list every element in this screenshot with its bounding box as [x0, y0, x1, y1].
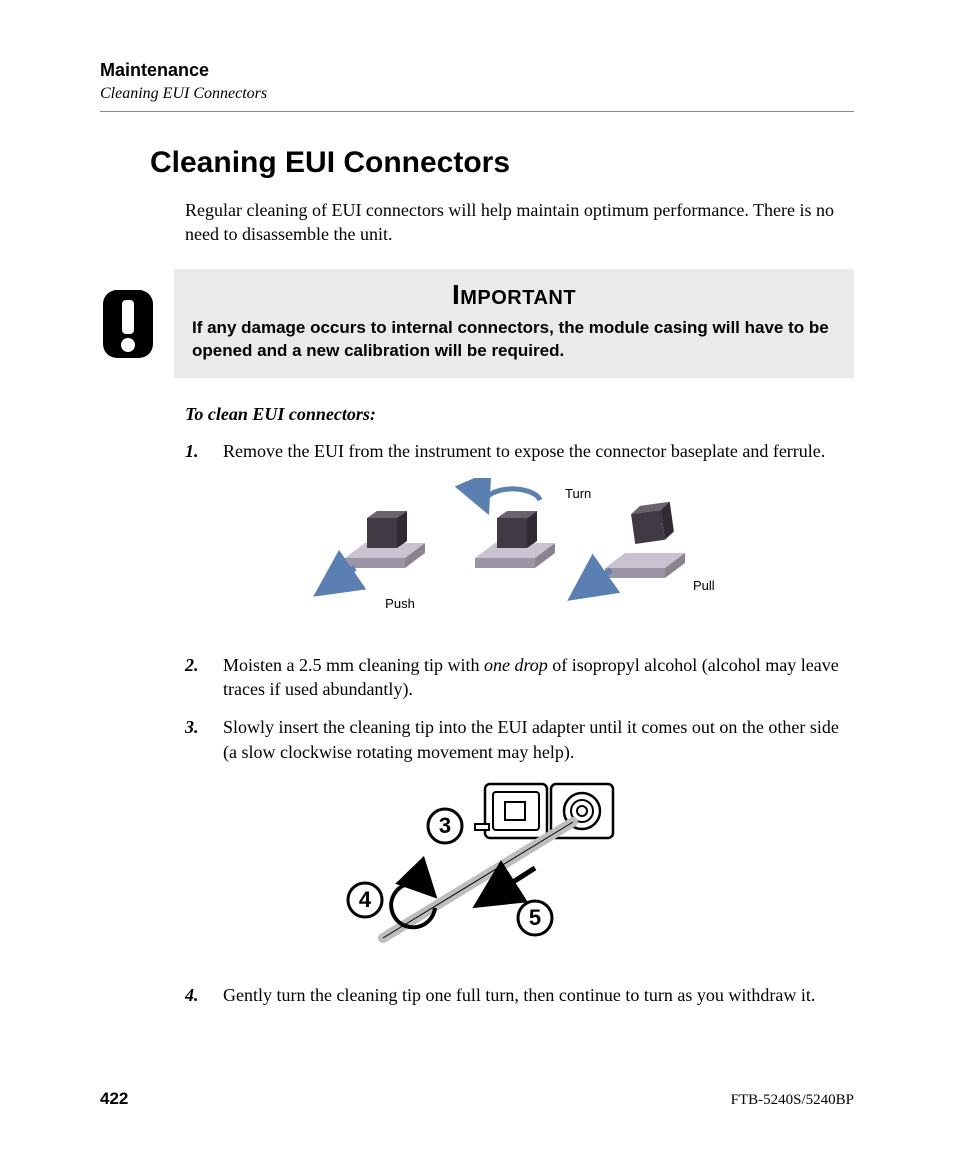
step-marker-5: 5 [529, 905, 541, 930]
step-number: 4. [185, 983, 207, 1007]
step-number: 1. [185, 439, 207, 463]
page-header: Maintenance Cleaning EUI Connectors [100, 60, 854, 112]
label-turn: Turn [565, 486, 591, 501]
page-number: 422 [100, 1089, 128, 1109]
procedure-title: To clean EUI connectors: [185, 404, 854, 425]
intro-paragraph: Regular cleaning of EUI connectors will … [185, 198, 844, 247]
figure-cleaning-tip: 3 4 5 [335, 778, 844, 963]
step-text: Slowly insert the cleaning tip into the … [223, 715, 844, 764]
page-footer: 422 FTB-5240S/5240BP [100, 1089, 854, 1109]
callout-body: If any damage occurs to internal connect… [192, 317, 836, 363]
label-push: Push [385, 596, 415, 611]
step-text: Gently turn the cleaning tip one full tu… [223, 983, 844, 1007]
figure-push-turn-pull: Push Turn [305, 478, 844, 633]
label-pull: Pull [693, 578, 715, 593]
step-marker-3: 3 [439, 813, 451, 838]
header-rule [100, 111, 854, 112]
step-text-emphasis: one drop [484, 655, 548, 675]
step-1: 1. Remove the EUI from the instrument to… [185, 439, 844, 463]
step-4: 4. Gently turn the cleaning tip one full… [185, 983, 844, 1007]
step-number: 2. [185, 653, 207, 702]
step-marker-4: 4 [359, 887, 372, 912]
main-heading: Cleaning EUI Connectors [150, 146, 854, 180]
step-number: 3. [185, 715, 207, 764]
step-text: Moisten a 2.5 mm cleaning tip with one d… [223, 653, 844, 702]
important-callout: Important If any damage occurs to intern… [100, 269, 854, 379]
step-3: 3. Slowly insert the cleaning tip into t… [185, 715, 844, 764]
callout-box: Important If any damage occurs to intern… [174, 269, 854, 379]
step-text: Remove the EUI from the instrument to ex… [223, 439, 844, 463]
steps-list: 1. Remove the EUI from the instrument to… [185, 439, 844, 1007]
exclamation-icon [100, 269, 156, 379]
callout-title: Important [192, 279, 836, 311]
document-id: FTB-5240S/5240BP [731, 1092, 854, 1109]
step-2: 2. Moisten a 2.5 mm cleaning tip with on… [185, 653, 844, 702]
chapter-title: Maintenance [100, 60, 854, 81]
step-text-prefix: Moisten a 2.5 mm cleaning tip with [223, 655, 484, 675]
section-subtitle: Cleaning EUI Connectors [100, 85, 854, 103]
